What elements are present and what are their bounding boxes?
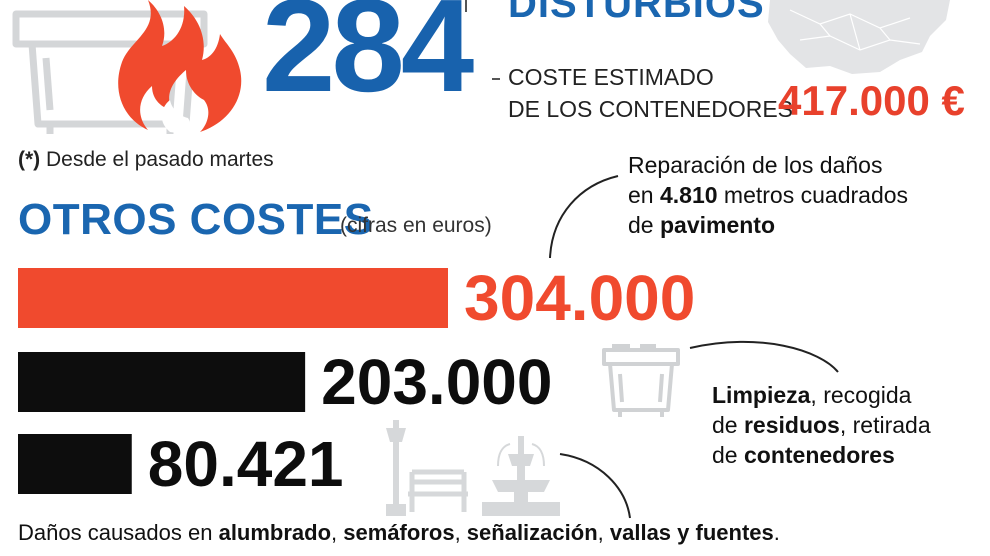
leader-line-pavimento xyxy=(549,175,619,259)
fountain-icon xyxy=(482,436,560,516)
cost-label-line1: COSTE ESTIMADO xyxy=(508,64,714,90)
note-alumbrado: Daños causados en alumbrado, semáforos, … xyxy=(18,520,780,546)
footnote: (*) Desde el pasado martes xyxy=(18,148,274,172)
note-text: , xyxy=(597,520,610,545)
bench-icon xyxy=(408,469,468,512)
note-text: . xyxy=(773,520,780,545)
bar-2 xyxy=(18,352,306,412)
section-subtitle: (cifras en euros) xyxy=(340,214,492,237)
note-bold: contenedores xyxy=(743,442,895,468)
note-text: de xyxy=(712,412,744,438)
note-text: , recogida xyxy=(810,382,912,408)
fire-icon xyxy=(118,0,242,134)
note-text: , xyxy=(454,520,467,545)
cost-label-line2: DE LOS CONTENEDORES xyxy=(508,96,793,122)
note-text: Daños causados en xyxy=(18,520,219,545)
bar-3 xyxy=(18,434,132,494)
connector-dash xyxy=(492,78,500,80)
note-pavimento-line2: en 4.810 metros cuadrados xyxy=(628,180,908,210)
bar-1 xyxy=(18,268,448,328)
bar-value-label-1: 304.000 xyxy=(464,262,695,334)
container-cost-value: 417.000 € xyxy=(778,77,965,124)
leader-line-alumbrado xyxy=(559,453,631,519)
footnote-marker: (*) xyxy=(18,148,41,171)
note-limpieza-line3: de contenedores xyxy=(712,440,931,470)
section-title: OTROS COSTES xyxy=(18,195,374,244)
note-pavimento: Reparación de los daños en 4.810 metros … xyxy=(628,150,908,240)
note-bold: alumbrado xyxy=(218,520,332,545)
riots-label: DISTURBIOS xyxy=(508,0,765,26)
note-text: de xyxy=(712,442,744,468)
top-tick xyxy=(465,0,467,12)
note-pavimento-line3: de pavimento xyxy=(628,210,908,240)
note-bold: semáforos xyxy=(343,520,455,545)
bar-value-label-3: 80.421 xyxy=(148,428,344,500)
footnote-text: Desde el pasado martes xyxy=(40,148,274,171)
note-bold: pavimento xyxy=(659,212,776,238)
note-bold: Limpieza xyxy=(712,382,811,408)
streetlamp-icon xyxy=(386,420,406,516)
note-bold: 4.810 xyxy=(659,182,718,208)
spain-map-icon xyxy=(768,0,950,74)
note-bold: residuos xyxy=(743,412,840,438)
small-container-icon xyxy=(602,344,680,417)
note-text: , retirada xyxy=(839,412,931,438)
note-limpieza: Limpieza, recogida de residuos, retirada… xyxy=(712,380,931,470)
note-bold: vallas y fuentes xyxy=(609,520,774,545)
note-bold: señalización xyxy=(466,520,598,545)
leader-line-limpieza xyxy=(689,340,839,373)
note-limpieza-line2: de residuos, retirada xyxy=(712,410,931,440)
riots-count: 284 xyxy=(262,0,474,119)
bar-value-label-2: 203.000 xyxy=(321,346,552,418)
note-text: , xyxy=(331,520,344,545)
note-text: metros cuadrados xyxy=(717,182,909,208)
note-pavimento-line1: Reparación de los daños xyxy=(628,152,883,178)
note-text: de xyxy=(628,212,660,238)
note-text: en xyxy=(628,182,660,208)
note-limpieza-line1: Limpieza, recogida xyxy=(712,380,931,410)
